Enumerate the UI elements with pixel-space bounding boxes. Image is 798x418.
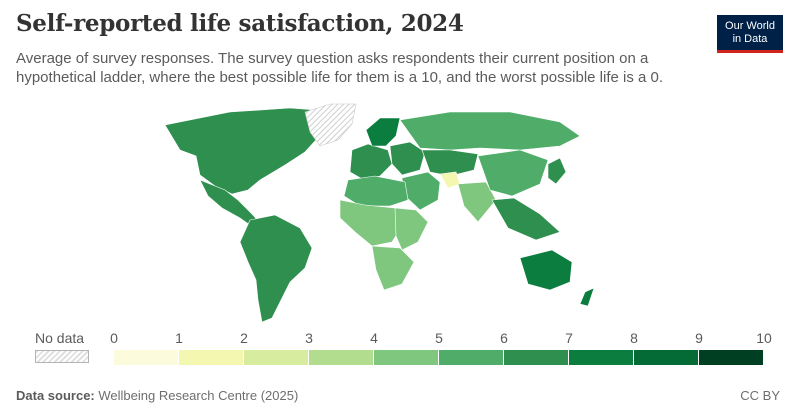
legend-tick-label: 8: [630, 330, 638, 346]
legend-bin[interactable]: [504, 350, 569, 365]
region-southern-africa[interactable]: [371, 245, 415, 291]
chart-title: Self-reported life satisfaction, 2024: [16, 10, 464, 37]
region-nordic[interactable]: [365, 117, 401, 147]
region-eastern-europe[interactable]: [389, 141, 426, 176]
owid-logo[interactable]: Our World in Data: [717, 15, 783, 53]
chart-subtitle: Average of survey responses. The survey …: [16, 50, 664, 86]
region-china-mongolia[interactable]: [477, 149, 549, 197]
region-southeast-asia[interactable]: [491, 197, 561, 241]
region-russia[interactable]: [399, 111, 581, 151]
legend-tick-label: 7: [565, 330, 573, 346]
region-east-africa[interactable]: [394, 207, 429, 251]
region-western-europe[interactable]: [349, 143, 393, 181]
region-north-africa[interactable]: [343, 175, 409, 207]
legend-bin[interactable]: [114, 350, 179, 365]
legend-no-data-swatch[interactable]: [35, 350, 89, 363]
legend-tick-label: 2: [240, 330, 248, 346]
region-central-asia[interactable]: [421, 149, 479, 177]
legend-tick-label: 1: [175, 330, 183, 346]
legend-tick-label: 0: [110, 330, 118, 346]
region-japan-korea[interactable]: [547, 157, 567, 185]
legend-tick-label: 3: [305, 330, 313, 346]
region-north-america[interactable]: [164, 107, 341, 195]
legend-bin[interactable]: [569, 350, 634, 365]
legend-bin[interactable]: [699, 350, 764, 365]
legend-tick-label: 5: [435, 330, 443, 346]
legend-bin[interactable]: [374, 350, 439, 365]
legend-tick-label: 10: [756, 330, 772, 346]
data-source: Data source: Wellbeing Research Centre (…: [16, 388, 298, 403]
legend-tick-label: 4: [370, 330, 378, 346]
logo-line-1: Our World: [725, 20, 775, 32]
legend-no-data-label: No data: [35, 330, 85, 346]
region-middle-east[interactable]: [401, 171, 441, 211]
legend-bin[interactable]: [244, 350, 309, 365]
region-south-america[interactable]: [239, 214, 313, 323]
license-link[interactable]: CC BY: [740, 388, 780, 403]
legend-bin[interactable]: [179, 350, 244, 365]
region-afghanistan[interactable]: [439, 171, 461, 189]
region-west-central-africa[interactable]: [339, 199, 403, 247]
region-australia-new-zealand[interactable]: [519, 249, 595, 307]
region-greenland[interactable]: [304, 103, 357, 147]
legend-bin[interactable]: [634, 350, 699, 365]
data-source-label: Data source:: [16, 388, 95, 403]
data-source-link[interactable]: Wellbeing Research Centre (2025): [98, 388, 299, 403]
logo-line-2: in Data: [732, 33, 768, 45]
legend-tick-label: 9: [695, 330, 703, 346]
region-south-asia[interactable]: [457, 181, 497, 223]
legend-tick-label: 6: [500, 330, 508, 346]
legend-bin[interactable]: [439, 350, 504, 365]
legend-bin[interactable]: [309, 350, 374, 365]
